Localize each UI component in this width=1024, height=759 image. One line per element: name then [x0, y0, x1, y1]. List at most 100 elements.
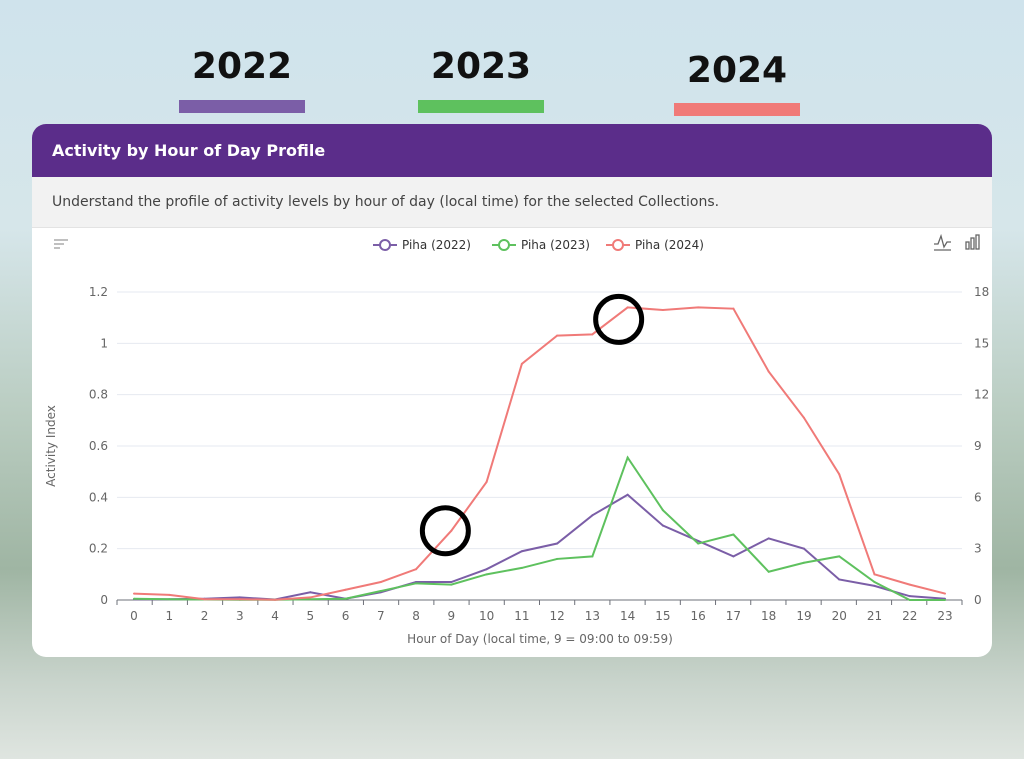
data-point: [520, 566, 523, 569]
data-point: [450, 529, 453, 532]
legend-item-1[interactable]: Piha (2023): [492, 238, 590, 252]
legend-label: Piha (2023): [521, 238, 590, 252]
data-point: [661, 509, 664, 512]
data-point: [133, 592, 135, 595]
data-point: [556, 334, 559, 337]
data-point: [591, 555, 594, 558]
data-point: [238, 596, 241, 599]
data-point: [873, 581, 876, 584]
legend-marker: [379, 239, 391, 251]
y2-tick-label: 0: [974, 593, 982, 607]
data-point: [415, 582, 418, 585]
y-axis-label: Activity Index: [44, 405, 58, 487]
x-tick-label: 22: [902, 609, 917, 623]
data-point: [697, 539, 700, 542]
sort-lines-icon[interactable]: [54, 239, 68, 249]
x-tick-label: 18: [761, 609, 776, 623]
data-point: [767, 570, 770, 573]
data-point: [908, 583, 911, 586]
data-point: [732, 555, 735, 558]
x-tick-label: 8: [412, 609, 420, 623]
data-point: [485, 573, 488, 576]
year-2024-swatch: [674, 103, 800, 116]
x-tick-label: 0: [130, 609, 138, 623]
line-chart-icon[interactable]: [934, 233, 951, 251]
x-tick-label: 6: [342, 609, 350, 623]
x-tick-label: 20: [832, 609, 847, 623]
year-2023-swatch: [418, 100, 544, 113]
y2-tick-label: 18: [974, 285, 989, 299]
data-point: [838, 578, 841, 581]
data-point: [873, 584, 876, 587]
data-point: [309, 596, 312, 599]
data-point: [450, 583, 453, 586]
activity-card: Activity by Hour of Day Profile Understa…: [32, 124, 992, 657]
series-line-0: [134, 493, 946, 601]
annotation-circle: [593, 293, 645, 345]
y2-tick-label: 15: [974, 336, 989, 350]
card-description: Understand the profile of activity level…: [32, 177, 992, 228]
x-tick-label: 16: [691, 609, 706, 623]
data-point: [908, 599, 911, 601]
data-point: [485, 568, 488, 571]
data-point: [485, 480, 488, 483]
y-tick-label: 0: [100, 593, 108, 607]
legend-item-0[interactable]: Piha (2022): [373, 238, 471, 252]
data-point: [309, 591, 312, 594]
x-tick-label: 11: [514, 609, 529, 623]
data-point: [626, 493, 629, 496]
data-point: [274, 598, 277, 601]
x-tick-label: 5: [306, 609, 314, 623]
data-point: [838, 555, 841, 558]
data-point: [168, 598, 171, 601]
legend-marker: [498, 239, 510, 251]
data-point: [767, 370, 770, 373]
y-tick-label: 1.2: [89, 285, 108, 299]
legend-item-2[interactable]: Piha (2024): [606, 238, 704, 252]
x-axis-label: Hour of Day (local time, 9 = 09:00 to 09…: [407, 632, 673, 646]
legend-marker: [612, 239, 624, 251]
y2-tick-label: 12: [974, 388, 989, 402]
series-line-2: [133, 306, 946, 601]
data-point: [556, 542, 559, 545]
data-point: [379, 590, 382, 593]
y2-tick-label: 9: [974, 439, 982, 453]
x-tick-label: 21: [867, 609, 882, 623]
legend-label: Piha (2022): [402, 238, 471, 252]
data-point: [520, 362, 523, 365]
y-tick-label: 0.2: [89, 542, 108, 556]
x-tick-label: 10: [479, 609, 494, 623]
x-tick-label: 15: [655, 609, 670, 623]
data-point: [944, 599, 946, 601]
year-2023-label: 2023: [430, 46, 532, 87]
data-point: [626, 456, 629, 459]
x-tick-label: 3: [236, 609, 244, 623]
x-tick-label: 7: [377, 609, 385, 623]
x-tick-label: 12: [549, 609, 564, 623]
y2-tick-label: 6: [974, 490, 982, 504]
x-tick-label: 14: [620, 609, 635, 623]
data-point: [626, 306, 629, 309]
x-tick-label: 23: [937, 609, 952, 623]
data-point: [520, 550, 523, 553]
data-point: [661, 524, 664, 527]
data-point: [309, 598, 312, 601]
year-2022-label: 2022: [191, 46, 293, 87]
data-point: [732, 307, 735, 310]
data-point: [838, 473, 841, 476]
data-point: [450, 581, 453, 584]
x-tick-label: 13: [585, 609, 600, 623]
data-point: [802, 561, 805, 564]
data-point: [697, 542, 700, 545]
data-point: [133, 597, 135, 600]
data-point: [591, 333, 594, 336]
data-point: [238, 598, 241, 601]
data-point: [591, 514, 594, 517]
y2-tick-label: 3: [974, 542, 982, 556]
bar-chart-icon[interactable]: [965, 234, 980, 250]
data-point: [379, 581, 382, 584]
year-2022-swatch: [179, 100, 305, 113]
data-point: [802, 547, 805, 550]
x-tick-label: 19: [796, 609, 811, 623]
